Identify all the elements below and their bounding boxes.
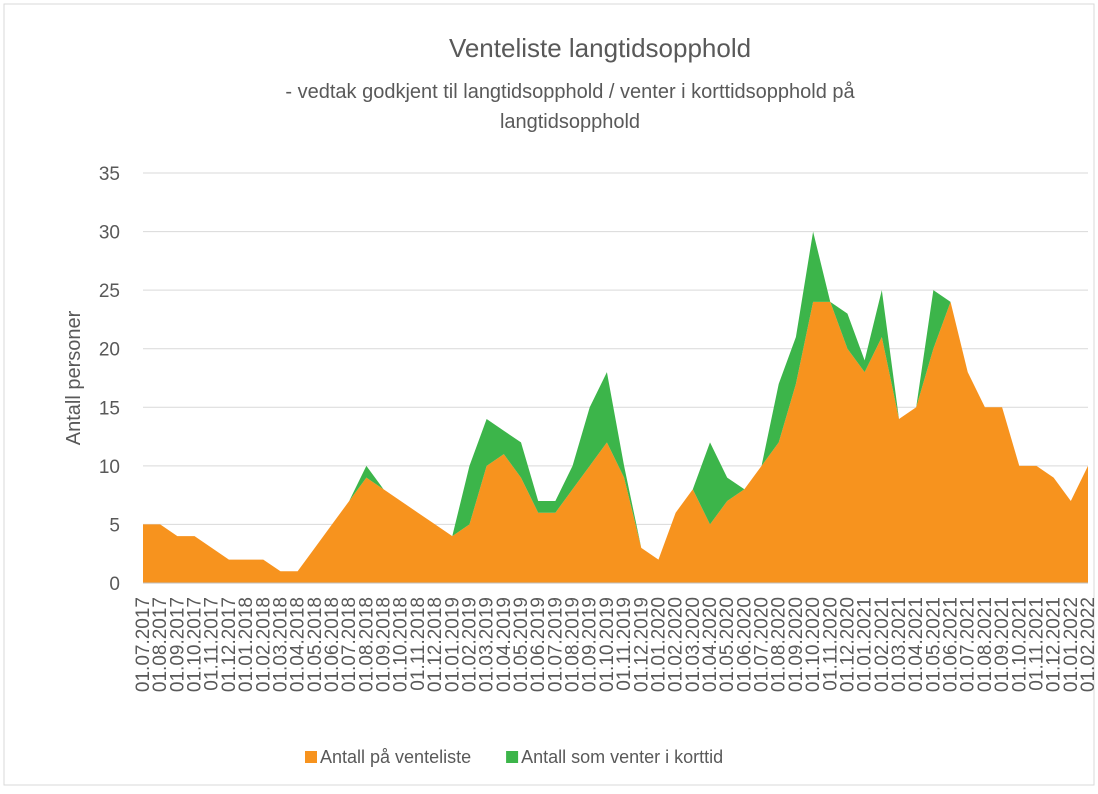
x-tick-label: 01.09.2020 (786, 597, 807, 692)
x-tick-label: 01.06.2020 (734, 597, 755, 692)
x-tick-label: 01.08.2020 (769, 597, 790, 692)
x-tick-label: 01.06.2018 (322, 597, 343, 692)
x-tick-label: 01.05.2018 (305, 597, 326, 692)
x-tick-label: 01.12.2017 (219, 597, 240, 692)
x-tick-label: 01.02.2022 (1078, 597, 1098, 692)
x-tick-label: 01.10.2019 (597, 597, 618, 692)
y-tick-label: 10 (99, 457, 120, 478)
x-tick-label: 01.11.2018 (408, 597, 429, 691)
chart-title: Venteliste langtidsopphold (449, 33, 751, 63)
x-tick-label: 01.07.2018 (339, 597, 360, 692)
x-tick-label: 01.11.2021 (1026, 597, 1047, 691)
y-tick-label: 5 (109, 515, 120, 536)
x-tick-label: 01.12.2021 (1044, 597, 1065, 692)
x-tick-label: 01.12.2018 (425, 597, 446, 692)
x-tick-label: 01.03.2018 (270, 597, 291, 692)
x-tick-label: 01.05.2020 (717, 597, 738, 692)
x-tick-label: 01.01.2022 (1061, 597, 1082, 692)
x-tick-label: 01.11.2020 (820, 597, 841, 691)
subtitle-line: langtidsopphold (500, 111, 640, 133)
legend-swatch (305, 751, 317, 763)
x-tick-label: 01.08.2018 (356, 597, 377, 692)
x-tick-label: 01.09.2019 (580, 597, 601, 692)
x-tick-label: 01.07.2021 (958, 597, 979, 692)
legend-swatch (506, 751, 519, 763)
x-tick-label: 01.01.2019 (442, 597, 463, 692)
x-tick-label: 01.03.2020 (683, 597, 704, 692)
x-tick-label: 01.04.2019 (494, 597, 515, 692)
x-tick-label: 01.10.2018 (391, 597, 412, 692)
x-tick-label: 01.10.2021 (1009, 597, 1030, 692)
y-tick-label: 30 (99, 223, 120, 244)
x-tick-label: 01.02.2018 (253, 597, 274, 692)
chart-subtitle: - vedtak godkjent til langtidsopphold / … (285, 81, 855, 133)
x-tick-label: 01.07.2019 (545, 597, 566, 692)
x-tick-label: 01.04.2021 (906, 597, 927, 692)
x-tick-label: 01.10.2017 (185, 597, 206, 692)
x-tick-label: 01.01.2020 (648, 597, 669, 692)
x-tick-label: 01.04.2020 (700, 597, 721, 692)
x-tick-label: 01.02.2021 (872, 597, 893, 692)
x-tick-label: 01.02.2019 (459, 597, 480, 692)
y-tick-label: 25 (99, 281, 120, 302)
y-axis-label: Antall personer (63, 310, 85, 445)
y-tick-label: 15 (99, 398, 120, 419)
x-tick-label: 01.06.2019 (528, 597, 549, 692)
x-tick-label: 01.11.2017 (202, 597, 223, 691)
x-tick-label: 01.08.2017 (150, 597, 171, 692)
x-tick-label: 01.08.2021 (975, 597, 996, 692)
x-tick-label: 01.01.2018 (236, 597, 257, 692)
x-tick-label: 01.04.2018 (288, 597, 309, 692)
x-tick-label: 01.09.2017 (167, 597, 188, 692)
x-tick-label: 01.10.2020 (803, 597, 824, 692)
x-tick-label: 01.11.2019 (614, 597, 635, 691)
x-tick-label: 01.05.2021 (923, 597, 944, 692)
x-tick-label: 01.05.2019 (511, 597, 532, 692)
legend-label: Antall på venteliste (320, 747, 471, 767)
x-tick-label: 01.03.2021 (889, 597, 910, 692)
subtitle-line: - vedtak godkjent til langtidsopphold / … (285, 81, 855, 103)
x-tick-label: 01.02.2020 (666, 597, 687, 692)
chart-frame (3, 3, 1095, 786)
x-tick-label: 01.06.2021 (941, 597, 962, 692)
x-tick-label: 01.01.2021 (855, 597, 876, 692)
x-tick-label: 01.09.2021 (992, 597, 1013, 692)
x-tick-label: 01.08.2019 (563, 597, 584, 692)
y-tick-label: 20 (99, 340, 120, 361)
y-tick-label: 0 (109, 574, 120, 595)
y-tick-label: 35 (99, 164, 120, 185)
x-tick-label: 01.09.2018 (374, 597, 395, 692)
area (143, 301, 1088, 583)
x-tick-label: 01.12.2019 (631, 597, 652, 692)
x-tick-label: 01.03.2019 (477, 597, 498, 692)
x-tick-label: 01.07.2020 (752, 597, 773, 692)
legend-label: Antall som venter i korttid (521, 747, 723, 767)
x-tick-label: 01.12.2020 (837, 597, 858, 692)
x-tick-label: 01.07.2017 (133, 597, 154, 692)
